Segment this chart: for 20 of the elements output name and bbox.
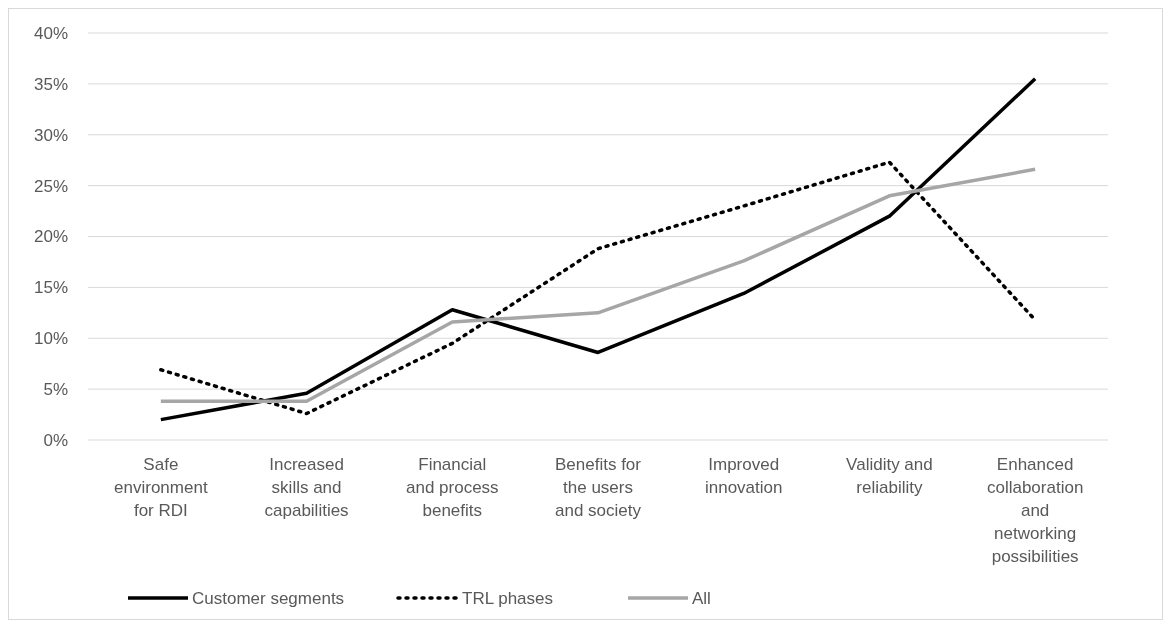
y-tick-label: 10% <box>33 329 68 349</box>
y-tick-label: 35% <box>33 74 68 94</box>
x-tick-label: Benefits for the users and society <box>555 455 642 520</box>
legend-label: TRL phases <box>462 589 554 608</box>
y-tick-label: 30% <box>33 125 68 145</box>
y-tick-label: 0% <box>43 430 68 450</box>
x-tick-label: Improved innovation <box>704 455 783 497</box>
legend-label: Customer segments <box>192 589 345 608</box>
x-tick-label: Increased skills and capabilities <box>264 455 349 520</box>
x-tick-label: Enhanced collaboration and networking possibilities <box>986 455 1084 566</box>
y-tick-label: 40% <box>33 23 68 43</box>
legend-label: All <box>692 589 711 608</box>
line-series <box>159 77 1037 422</box>
y-tick-label: 5% <box>43 380 68 400</box>
x-tick-label: Safe environment for RDI <box>114 455 208 520</box>
y-tick-label: 20% <box>33 227 68 247</box>
y-tick-label: 25% <box>33 176 68 196</box>
x-tick-label: Financial and process benefits <box>405 455 499 520</box>
x-tick-label: Validity and reliability <box>846 455 933 497</box>
y-tick-label: 15% <box>33 278 68 298</box>
